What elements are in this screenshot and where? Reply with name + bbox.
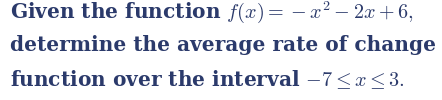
Text: determine the average rate of change of the: determine the average rate of change of … <box>10 35 442 55</box>
Text: Given the function $f(x) = -x^2 - 2x + 6,$: Given the function $f(x) = -x^2 - 2x + 6… <box>10 0 413 25</box>
Text: function over the interval $-7 \leq x \leq 3.$: function over the interval $-7 \leq x \l… <box>10 69 404 91</box>
